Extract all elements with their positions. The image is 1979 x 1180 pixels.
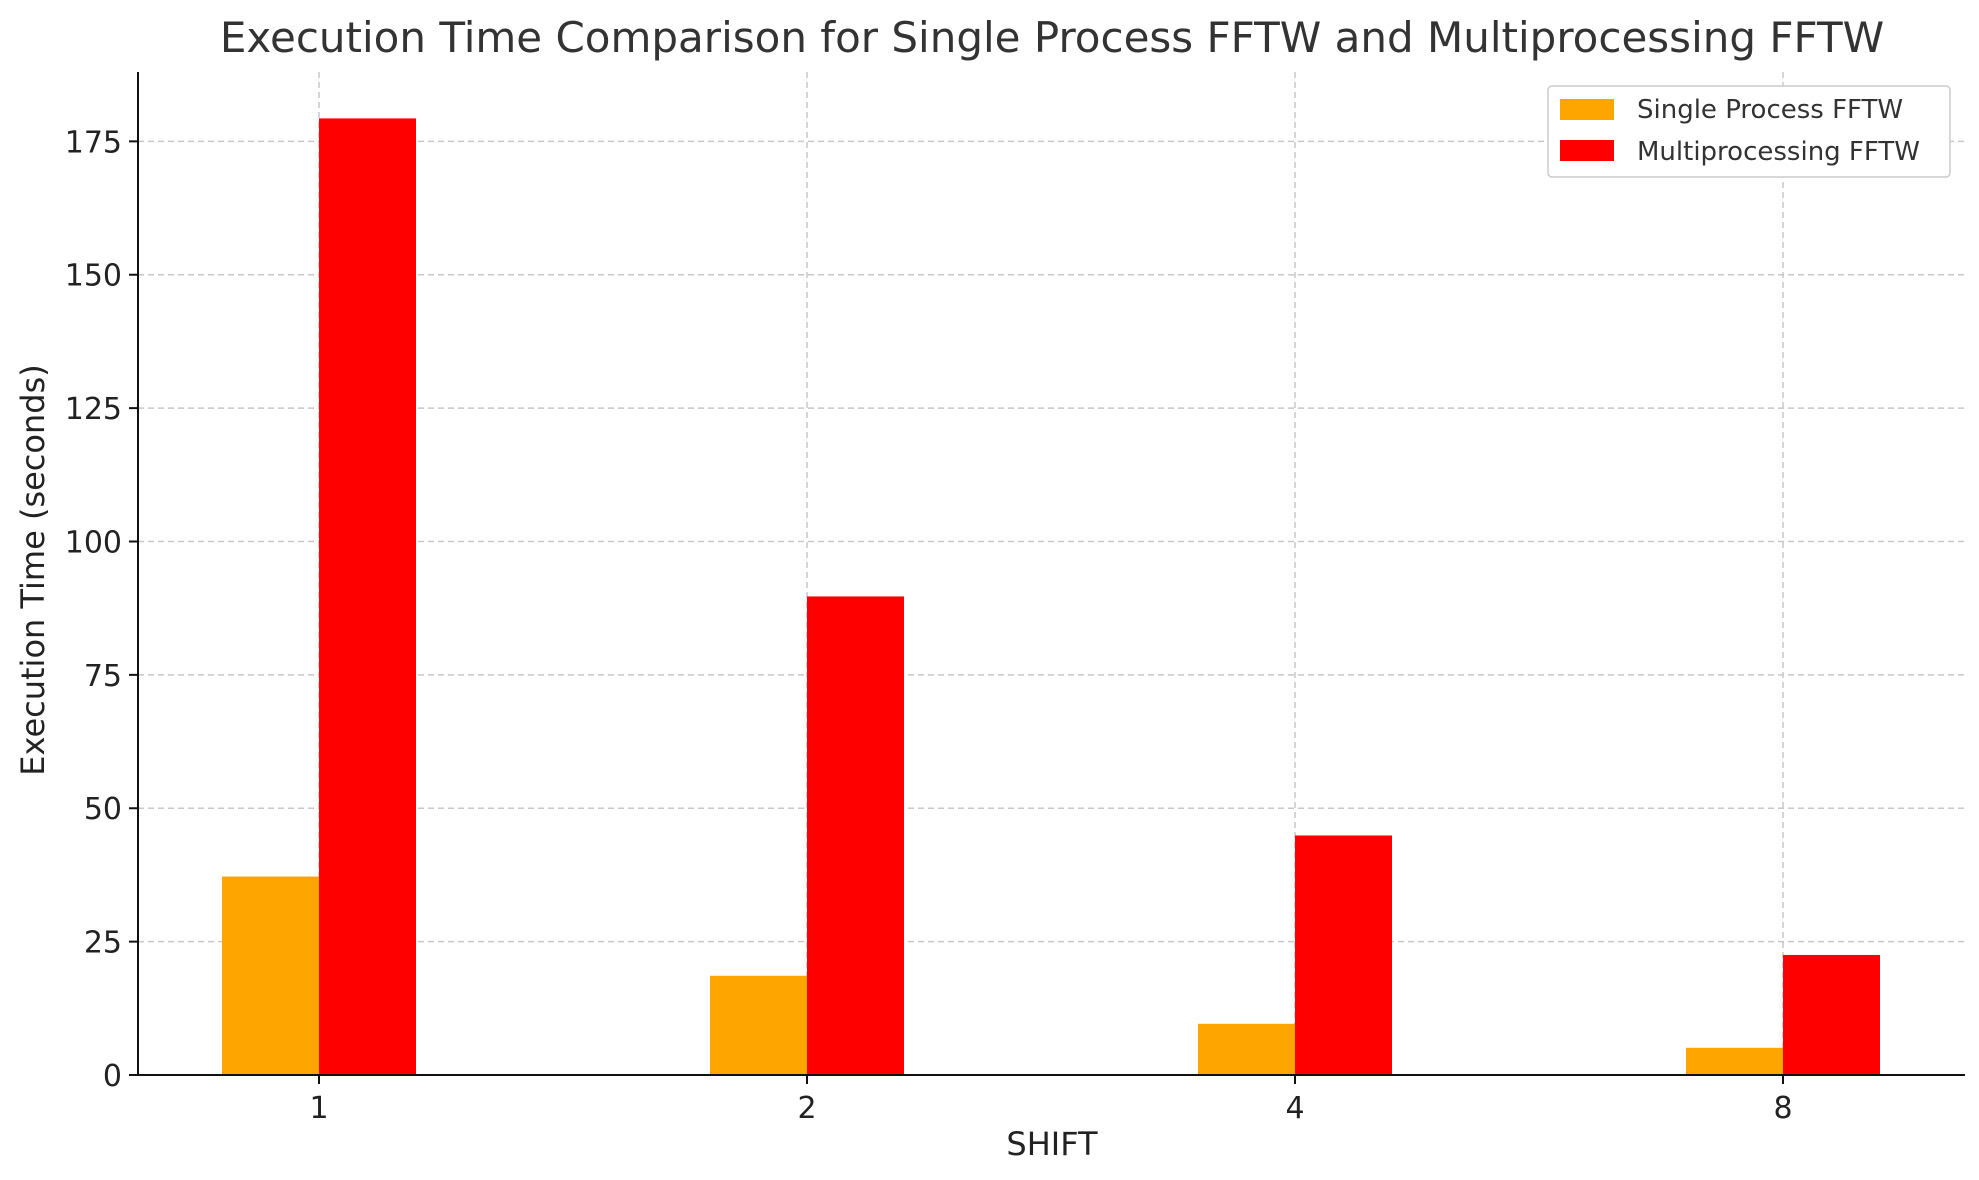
bar-multiprocessing-shift-1 (319, 118, 416, 1076)
bar-single-process-shift-2 (710, 975, 807, 1075)
ticks-layer: 0 25 50 75 100 125 150 175 1 2 4 8 (65, 125, 1793, 1126)
x-tick-label: 4 (1285, 1091, 1304, 1126)
legend-swatch-single-process (1560, 99, 1614, 120)
y-tick-label: 75 (84, 659, 122, 694)
y-tick-label: 0 (103, 1059, 122, 1094)
bars-layer (222, 118, 1880, 1076)
y-tick-label: 100 (65, 525, 122, 560)
bar-single-process-shift-4 (1198, 1023, 1295, 1075)
y-tick-label: 150 (65, 259, 122, 294)
axes-layer (137, 72, 1965, 1076)
bar-multiprocessing-shift-2 (807, 596, 904, 1075)
legend-label-single-process: Single Process FFTW (1637, 95, 1903, 125)
bar-multiprocessing-shift-4 (1295, 835, 1392, 1075)
y-axis-label: Execution Time (seconds) (14, 364, 52, 775)
y-tick-label: 25 (84, 926, 122, 961)
y-tick-label: 50 (84, 792, 122, 827)
legend-frame (1547, 85, 1951, 178)
y-tick-label: 175 (65, 125, 122, 160)
x-tick-label: 8 (1773, 1091, 1792, 1126)
legend: Single Process FFTW Multiprocessing FFTW (1547, 85, 1951, 178)
legend-label-multiprocessing: Multiprocessing FFTW (1637, 137, 1920, 167)
x-tick-label: 2 (797, 1091, 816, 1126)
y-tick-label: 125 (65, 392, 122, 427)
x-tick-label: 1 (309, 1091, 328, 1126)
x-axis-label: SHIFT (1006, 1125, 1098, 1163)
legend-swatch-multiprocessing (1560, 140, 1614, 161)
bar-single-process-shift-8 (1686, 1047, 1783, 1075)
bar-multiprocessing-shift-8 (1783, 954, 1880, 1075)
grid-layer (138, 72, 1965, 1075)
chart-title: Execution Time Comparison for Single Pro… (220, 13, 1884, 62)
bar-single-process-shift-1 (222, 876, 319, 1075)
